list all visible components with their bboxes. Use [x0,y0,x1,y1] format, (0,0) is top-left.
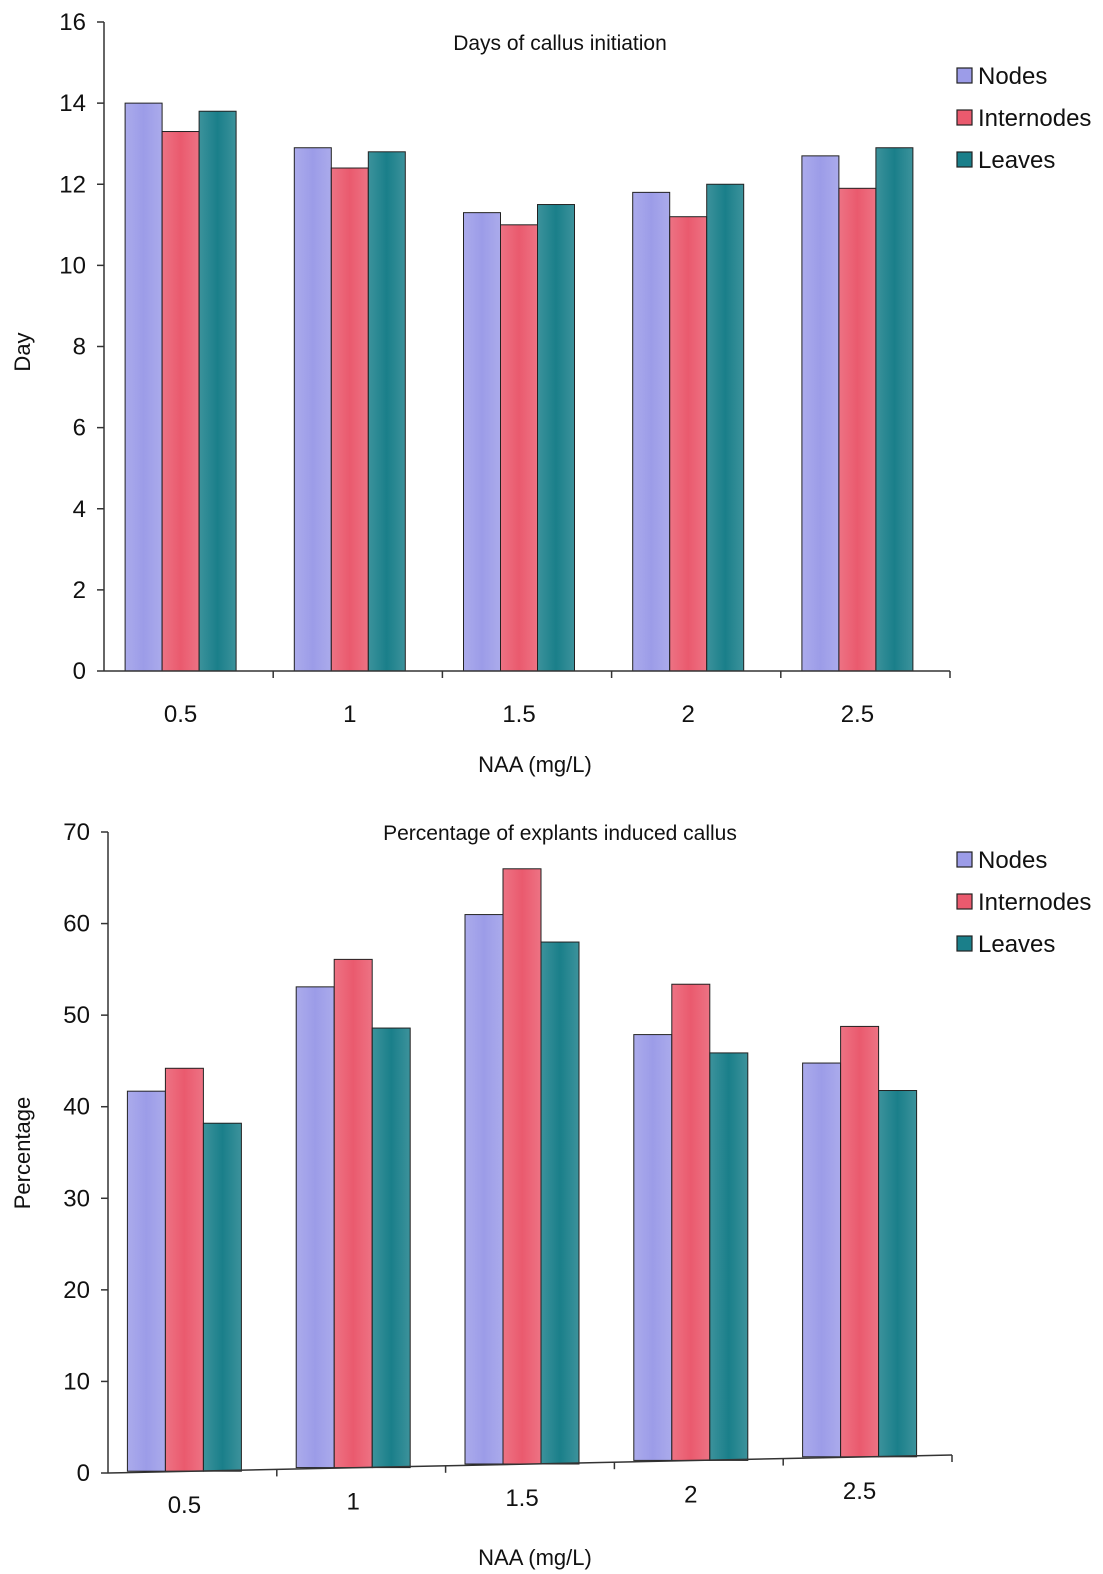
y-tick-label: 20 [63,1277,90,1304]
bar-internodes-1 [330,167,369,672]
y-axis-title: Percentage [10,1097,35,1210]
x-tick-label: 0.5 [164,701,197,728]
legend: Nodes Internodes Leaves [956,847,1091,958]
y-tick-label: 16 [59,9,86,36]
bar-leaves-1 [367,151,406,672]
bar-internodes-0_5 [161,131,200,672]
bar-nodes-1 [295,986,335,1469]
bar-leaves-2_5 [875,147,914,672]
legend-label-nodes: Nodes [978,63,1047,90]
x-tick-label: 2 [684,1481,697,1508]
x-axis-line [107,1454,953,1474]
x-ticks-group: 0.5 1 1.5 2 2.5 [164,671,951,728]
bar-nodes-1 [293,147,332,672]
x-ticks-group: 0.5 1 1.5 2 2.5 [168,1455,953,1519]
bar-nodes-2 [632,191,671,672]
y-tick-label: 0 [77,1460,90,1487]
bars-group [124,102,914,672]
y-tick-label: 4 [73,496,86,523]
bar-leaves-2_5 [878,1090,918,1458]
x-tick-label: 1 [343,701,356,728]
bar-internodes-1_5 [502,868,542,1465]
y-tick-label: 10 [59,252,86,279]
bar-leaves-0_5 [198,110,237,672]
y-tick-label: 0 [73,658,86,685]
x-tick-label: 1 [347,1489,360,1516]
y-tick-label: 70 [63,819,90,846]
bar-nodes-1_5 [463,212,501,672]
y-ticks-group: 0 10 20 30 40 50 60 70 [63,819,108,1487]
legend-swatch-internodes [956,109,973,126]
legend-swatch-internodes [956,893,973,910]
legend-swatch-leaves [956,151,973,168]
bar-internodes-2_5 [838,187,877,672]
bar-leaves-1_5 [537,204,575,672]
bar-internodes-1 [333,958,373,1469]
bar-internodes-2 [671,983,711,1461]
legend-swatch-nodes [956,851,973,868]
legend-swatch-nodes [956,67,973,84]
bar-nodes-0_5 [126,1090,166,1472]
chart-title: Percentage of explants induced callus [383,822,737,845]
x-tick-label: 2 [682,701,695,728]
y-tick-label: 30 [63,1185,90,1212]
x-tick-label: 2.5 [843,1478,876,1505]
bar-nodes-2_5 [801,155,840,672]
bar-nodes-2_5 [802,1062,842,1458]
legend-label-internodes: Internodes [978,105,1091,132]
y-ticks-group: 0 2 4 6 8 10 12 14 16 [59,9,104,685]
bar-internodes-0_5 [164,1067,204,1472]
bar-leaves-1_5 [540,941,580,1465]
bar-nodes-2 [633,1034,673,1461]
y-tick-label: 12 [59,171,86,198]
legend-swatch-leaves [956,935,973,952]
x-tick-label: 0.5 [168,1492,201,1519]
bar-nodes-0_5 [124,102,163,672]
bar-leaves-1 [371,1027,411,1469]
legend-label-nodes: Nodes [978,847,1047,874]
days-callus-initiation-chart: Days of callus initiation Day NAA (mg/L)… [10,9,1091,777]
bar-leaves-2 [709,1052,749,1461]
y-tick-label: 14 [59,90,86,117]
legend-label-leaves: Leaves [978,931,1055,958]
y-tick-label: 40 [63,1094,90,1121]
x-tick-label: 1.5 [502,701,535,728]
y-tick-label: 6 [73,415,86,442]
bar-internodes-1_5 [500,224,538,672]
y-tick-label: 2 [73,577,86,604]
percentage-explants-callus-chart: Percentage of explants induced callus Pe… [10,819,1091,1570]
legend-label-leaves: Leaves [978,147,1055,174]
bar-internodes-2 [669,216,708,672]
legend: Nodes Internodes Leaves [956,63,1091,174]
y-tick-label: 50 [63,1002,90,1029]
x-tick-label: 2.5 [841,701,874,728]
bar-leaves-0_5 [202,1122,242,1472]
x-axis-title: NAA (mg/L) [478,1545,592,1570]
bar-internodes-2_5 [840,1025,880,1458]
bar-leaves-2 [706,183,745,672]
bar-nodes-1_5 [464,914,504,1465]
y-tick-label: 60 [63,911,90,938]
x-tick-label: 1.5 [505,1485,538,1512]
y-tick-label: 10 [63,1368,90,1395]
y-tick-label: 8 [73,334,86,361]
y-axis-title: Day [10,332,35,371]
legend-label-internodes: Internodes [978,889,1091,916]
x-axis-title: NAA (mg/L) [478,752,592,777]
chart-title: Days of callus initiation [453,32,667,55]
bars-group [126,868,918,1472]
